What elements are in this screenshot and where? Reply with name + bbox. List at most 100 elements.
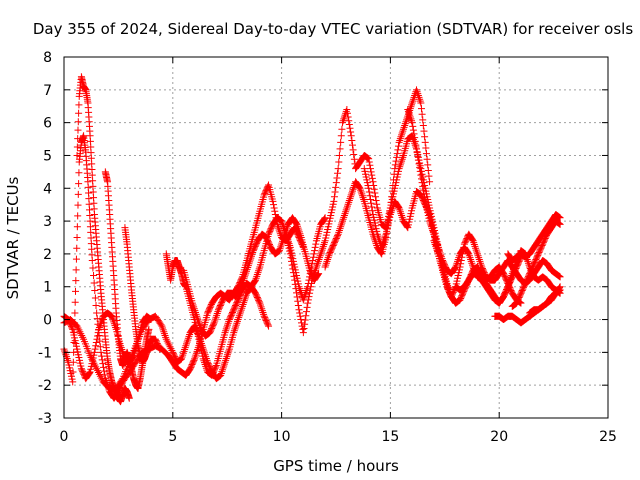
data-point [214,308,222,316]
data-point [271,207,279,215]
data-point [393,150,401,158]
data-point [255,265,263,273]
data-point [459,250,467,258]
data-point [304,299,312,307]
data-point [419,186,427,194]
data-point [423,155,431,163]
data-point [222,325,230,333]
data-point [344,113,352,121]
data-point [258,305,266,313]
data-point [343,204,351,212]
data-point [332,179,340,187]
data-point [424,161,432,169]
data-point [396,161,404,169]
data-point [73,143,81,151]
series-track-11 [360,165,525,307]
data-point [393,153,401,161]
data-point [302,308,310,316]
data-point [322,261,330,269]
data-point [457,260,465,268]
data-point [303,303,311,311]
data-point [321,263,329,271]
x-tick-label: 25 [599,429,617,445]
data-point [160,330,168,338]
data-point [222,354,230,362]
data-point [72,287,80,295]
data-point [310,250,318,258]
data-point [334,165,342,173]
data-point [332,183,340,191]
data-point [231,325,239,333]
data-point [184,334,192,342]
data-point [335,151,343,159]
data-point [74,190,82,198]
data-point [319,242,327,250]
x-axis-label: GPS time / hours [273,457,399,475]
data-point [236,310,244,318]
data-point [307,279,315,287]
data-point [397,133,405,141]
data-point [232,321,240,329]
data-point [72,255,80,263]
data-point [306,289,314,297]
data-point [358,192,366,200]
data-point [294,297,302,305]
data-point [235,312,243,320]
data-point [92,342,100,350]
data-point [398,211,406,219]
data-point [181,344,189,352]
data-point [314,257,322,265]
data-point [394,142,402,150]
data-point [237,306,245,314]
data-point [211,315,219,323]
data-point [415,93,423,101]
data-point [366,161,374,169]
data-point [412,141,420,149]
data-point [94,332,102,340]
x-tick-label: 5 [168,429,177,445]
data-point [417,99,425,107]
data-point [344,109,352,117]
data-point [411,137,419,145]
data-point [368,171,376,179]
data-point [304,296,312,304]
data-point [418,110,426,118]
data-point [358,190,366,198]
data-point [312,240,320,248]
data-point [307,283,315,291]
data-point [160,328,168,336]
data-point [335,226,343,234]
data-point [408,119,416,127]
data-point [397,159,405,167]
data-point [183,338,191,346]
data-point [254,269,262,277]
data-point [219,364,227,372]
data-point [408,101,416,109]
data-point [381,234,389,242]
data-point [350,151,358,159]
data-point [74,212,82,220]
data-point [220,362,228,370]
data-point [233,317,241,325]
data-point [260,310,268,318]
data-point [348,141,356,149]
series-track-5 [101,168,153,392]
data-point [457,256,465,264]
data-point [394,146,402,154]
data-point [241,295,249,303]
data-point [145,325,153,333]
y-tick-label: -1 [38,345,52,361]
data-point [73,234,81,241]
data-point [291,280,299,288]
data-point [335,158,343,166]
data-point [239,301,247,309]
data-point [345,196,353,204]
data-point [349,146,357,154]
data-point [420,190,428,198]
data-point [556,273,564,281]
data-point [422,150,430,158]
data-point [193,347,201,355]
data-point [225,317,233,325]
data-point [419,182,427,190]
